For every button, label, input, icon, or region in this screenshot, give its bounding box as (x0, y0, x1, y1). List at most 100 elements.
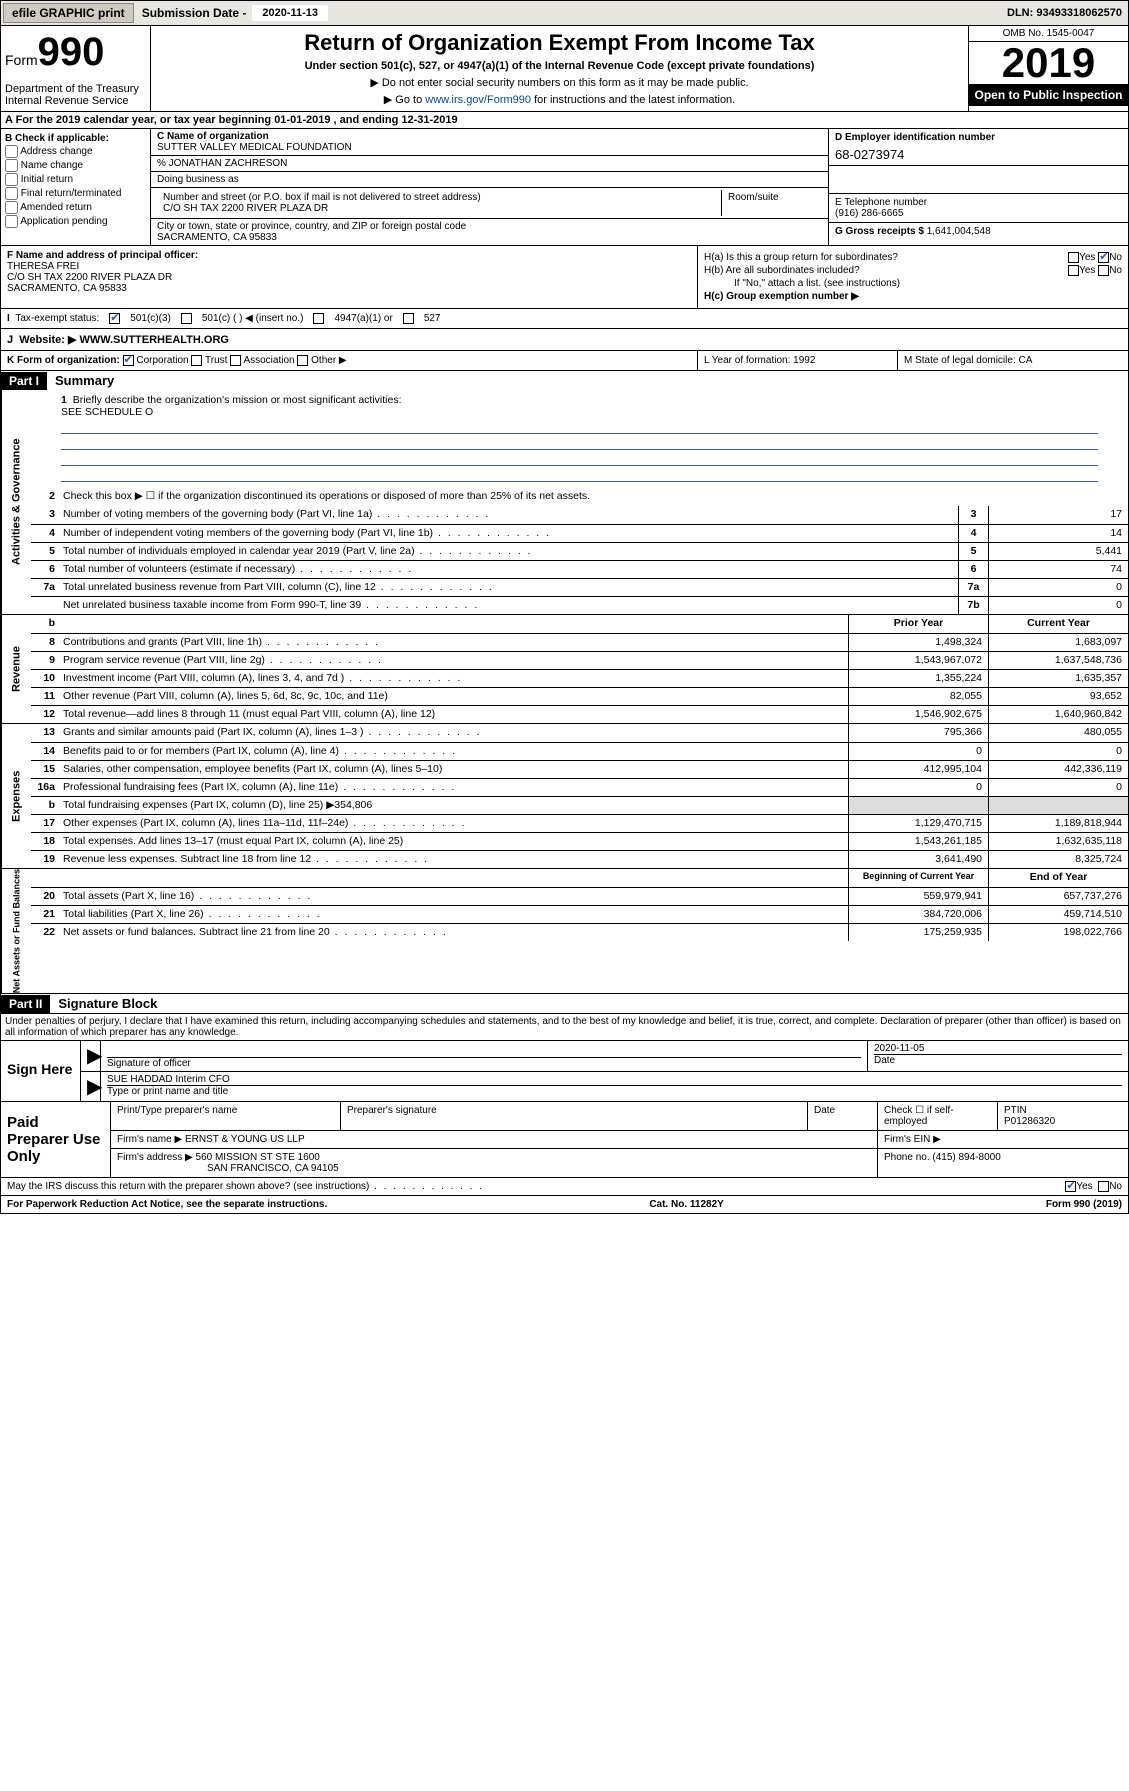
end-year-hdr: End of Year (988, 869, 1128, 887)
gross-receipts: 1,641,004,548 (927, 226, 991, 237)
firm-ein-label: Firm's EIN ▶ (878, 1131, 1128, 1148)
l6: Total number of volunteers (estimate if … (59, 561, 958, 578)
l18: Total expenses. Add lines 13–17 (must eq… (59, 833, 848, 850)
form-footer: Form 990 (2019) (1046, 1199, 1122, 1210)
l21: Total liabilities (Part X, line 26) (59, 906, 848, 923)
addr-label: Number and street (or P.O. box if mail i… (163, 192, 715, 203)
side-revenue: Revenue (1, 615, 31, 723)
year-formation: 1992 (793, 355, 815, 366)
l4: Number of independent voting members of … (59, 525, 958, 542)
c21: 459,714,510 (988, 906, 1128, 923)
sig-arrow-icon-2: ▶ (81, 1072, 101, 1101)
chk-name-change[interactable]: Name change (5, 159, 146, 172)
ha-no[interactable] (1098, 252, 1109, 263)
chk-trust[interactable] (191, 355, 202, 366)
c18: 1,632,635,118 (988, 833, 1128, 850)
chk-corp[interactable] (123, 355, 134, 366)
phone-label: E Telephone number (835, 197, 1122, 208)
website-label: Website: ▶ (19, 334, 76, 346)
l20: Total assets (Part X, line 16) (59, 888, 848, 905)
c22: 198,022,766 (988, 924, 1128, 941)
chk-4947[interactable] (313, 313, 324, 324)
c16a: 0 (988, 779, 1128, 796)
pra-notice: For Paperwork Reduction Act Notice, see … (7, 1199, 327, 1210)
form-header: Form990 Department of the Treasury Inter… (0, 26, 1129, 112)
l1-value: SEE SCHEDULE O (61, 406, 153, 418)
c17: 1,189,818,944 (988, 815, 1128, 832)
p9: 1,543,967,072 (848, 652, 988, 669)
c14: 0 (988, 743, 1128, 760)
l5: Total number of individuals employed in … (59, 543, 958, 560)
sig-date: 2020-11-05 (874, 1043, 1122, 1054)
begin-year-hdr: Beginning of Current Year (848, 869, 988, 887)
dln: DLN: 93493318062570 (1007, 7, 1128, 19)
firm-name-label: Firm's name ▶ (117, 1134, 185, 1145)
irs-link[interactable]: www.irs.gov/Form990 (425, 94, 531, 106)
hb-no[interactable] (1098, 265, 1109, 276)
p14: 0 (848, 743, 988, 760)
c12: 1,640,960,842 (988, 706, 1128, 723)
l8: Contributions and grants (Part VIII, lin… (59, 634, 848, 651)
officer-addr1: C/O SH TAX 2200 RIVER PLAZA DR (7, 272, 691, 283)
discuss-yes[interactable] (1065, 1181, 1076, 1192)
submission-label: Submission Date - (136, 6, 253, 20)
check-self-employed[interactable]: Check ☐ if self-employed (878, 1102, 998, 1130)
firm-addr-label: Firm's address ▶ (117, 1152, 196, 1163)
chk-address-change[interactable]: Address change (5, 145, 146, 158)
date-label: Date (874, 1054, 1122, 1066)
tax-status-row: I Tax-exempt status: 501(c)(3) 501(c) ( … (0, 309, 1129, 329)
c20: 657,737,276 (988, 888, 1128, 905)
c15: 442,336,119 (988, 761, 1128, 778)
l2: Check this box ▶ ☐ if the organization d… (59, 488, 1128, 506)
v7a: 0 (988, 579, 1128, 596)
subtitle: Under section 501(c), 527, or 4947(a)(1)… (155, 60, 964, 72)
part1-title: Summary (47, 371, 122, 390)
discuss-no[interactable] (1098, 1181, 1109, 1192)
perjury-text: Under penalties of perjury, I declare th… (0, 1014, 1129, 1041)
p18: 1,543,261,185 (848, 833, 988, 850)
v3: 17 (988, 506, 1128, 524)
form-number: 990 (38, 30, 105, 74)
note-ssn: ▶ Do not enter social security numbers o… (155, 76, 964, 89)
side-netassets: Net Assets or Fund Balances (1, 869, 31, 993)
p16a: 0 (848, 779, 988, 796)
name-title-label: Type or print name and title (107, 1085, 1122, 1097)
hc-label: H(c) Group exemption number ▶ (704, 291, 1122, 302)
street-address: C/O SH TAX 2200 RIVER PLAZA DR (163, 203, 715, 214)
chk-501c3[interactable] (109, 313, 120, 324)
l14: Benefits paid to or for members (Part IX… (59, 743, 848, 760)
ha-yes[interactable] (1068, 252, 1079, 263)
chk-501c[interactable] (181, 313, 192, 324)
chk-amended[interactable]: Amended return (5, 201, 146, 214)
note-goto: ▶ Go to www.irs.gov/Form990 for instruct… (155, 93, 964, 106)
chk-527[interactable] (403, 313, 414, 324)
chk-app-pending[interactable]: Application pending (5, 215, 146, 228)
gross-label: G Gross receipts $ (835, 226, 927, 237)
officer-printed-name: SUE HADDAD Interim CFO (107, 1074, 1122, 1085)
chk-other[interactable] (297, 355, 308, 366)
efile-button[interactable]: efile GRAPHIC print (3, 3, 134, 23)
paid-preparer-label: Paid Preparer Use Only (1, 1102, 111, 1177)
l22: Net assets or fund balances. Subtract li… (59, 924, 848, 941)
chk-assoc[interactable] (230, 355, 241, 366)
officer-name: THERESA FREI (7, 261, 691, 272)
open-inspection: Open to Public Inspection (969, 84, 1128, 106)
hb-yes[interactable] (1068, 265, 1079, 276)
ha-label: H(a) Is this a group return for subordin… (704, 252, 898, 263)
part2-header: Part II (1, 995, 50, 1013)
v4: 14 (988, 525, 1128, 542)
main-title: Return of Organization Exempt From Incom… (155, 30, 964, 56)
c9: 1,637,548,736 (988, 652, 1128, 669)
department: Department of the Treasury Internal Reve… (5, 83, 146, 107)
side-activities: Activities & Governance (1, 390, 31, 614)
firm-phone-label: Phone no. (884, 1152, 932, 1163)
prep-name-label: Print/Type preparer's name (111, 1102, 341, 1130)
p11: 82,055 (848, 688, 988, 705)
hb-note: If "No," attach a list. (see instruction… (704, 278, 1122, 289)
chk-initial-return[interactable]: Initial return (5, 173, 146, 186)
ein-value: 68-0273974 (835, 143, 1122, 162)
chk-final-return[interactable]: Final return/terminated (5, 187, 146, 200)
officer-addr2: SACRAMENTO, CA 95833 (7, 283, 691, 294)
l10: Investment income (Part VIII, column (A)… (59, 670, 848, 687)
p15: 412,995,104 (848, 761, 988, 778)
